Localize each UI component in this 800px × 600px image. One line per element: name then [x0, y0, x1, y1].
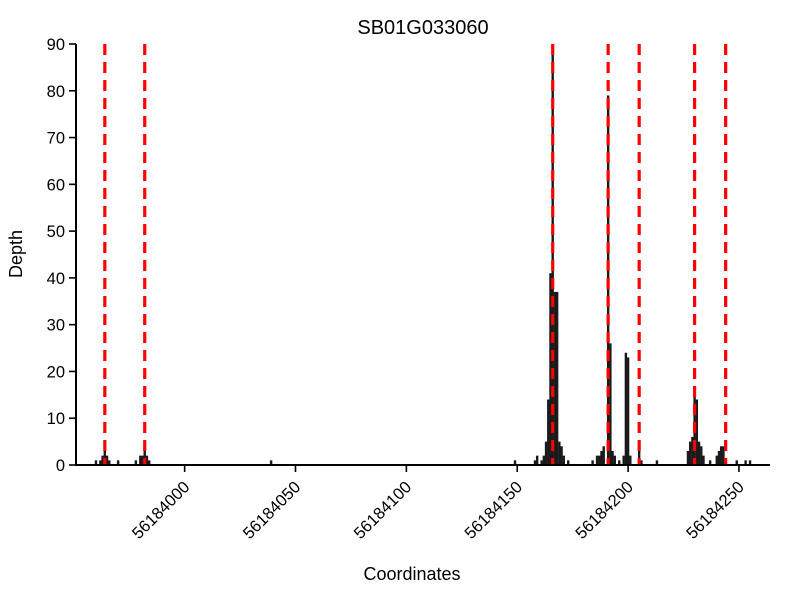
depth-bar [269, 460, 273, 465]
depth-bar [147, 460, 151, 465]
y-tick-label: 50 [47, 223, 65, 241]
y-tick-label: 60 [47, 176, 65, 194]
depth-bar [720, 446, 723, 465]
depth-bar [744, 460, 747, 465]
depth-bar [116, 460, 120, 465]
depth-bar [598, 455, 601, 465]
depth-bar [613, 455, 616, 465]
depth-bar [555, 291, 559, 465]
depth-bar [567, 460, 570, 465]
marker-lines-layer [103, 44, 728, 464]
depth-bar [542, 455, 546, 465]
depth-bar [688, 441, 692, 465]
depth-bar [139, 455, 142, 465]
y-tick-label: 40 [47, 270, 65, 288]
x-tick-label: 56184250 [683, 478, 748, 543]
depth-bar [686, 450, 690, 465]
depth-bar [558, 441, 561, 465]
depth-bar [143, 450, 146, 465]
depth-bar [535, 455, 539, 465]
y-tick-label: 80 [47, 83, 65, 101]
depth-bar [624, 352, 628, 465]
axes-layer: 0 10 20 30 40 50 60 70 80 90 56184000 56184050 56184… [47, 36, 770, 543]
x-tick-label: 56184050 [240, 478, 305, 543]
depth-bar [622, 455, 625, 465]
depth-bar [702, 455, 705, 465]
depth-bar [697, 441, 701, 465]
y-tick-label: 0 [56, 457, 65, 475]
y-tick-label: 10 [47, 410, 65, 428]
depth-bar [141, 455, 144, 465]
bars-layer [94, 53, 752, 466]
depth-bar [595, 455, 599, 465]
depth-bar [618, 460, 621, 465]
x-axis-label: Coordinates [363, 564, 460, 584]
x-tick-label: 56184200 [572, 478, 637, 543]
depth-bar [626, 357, 630, 465]
y-tick-label: 30 [47, 317, 65, 335]
depth-bar [691, 436, 694, 465]
depth-bar [103, 446, 107, 465]
x-tick-label: 56184100 [351, 478, 416, 543]
depth-bar [591, 460, 594, 465]
depth-bar [105, 455, 109, 465]
y-tick-label: 20 [47, 363, 65, 381]
depth-bar [655, 460, 659, 465]
depth-bar [108, 460, 111, 465]
depth-bar [715, 455, 718, 465]
depth-bar [134, 460, 138, 465]
depth-bar [549, 273, 552, 465]
depth-bar [99, 460, 102, 465]
chart-title: SB01G033060 [357, 17, 488, 39]
depth-bar [544, 441, 548, 465]
depth-bar [637, 450, 641, 465]
depth-bar [145, 455, 149, 465]
depth-bar [547, 399, 550, 465]
depth-bar [717, 450, 721, 465]
y-tick-label: 90 [47, 36, 65, 54]
depth-bar [94, 460, 98, 465]
depth-bar [708, 460, 712, 465]
depth-bar [562, 455, 565, 465]
depth-bar [640, 460, 643, 465]
depth-bar [560, 446, 563, 465]
depth-bar [101, 455, 104, 465]
depth-bar [748, 460, 752, 465]
depth-bar [629, 455, 632, 465]
depth-bar [533, 460, 537, 465]
depth-bar [695, 399, 699, 465]
depth-bar [513, 460, 517, 465]
x-tick-label: 56184150 [461, 478, 526, 543]
depth-bar [600, 450, 603, 465]
depth-bar [722, 446, 725, 465]
depth-bar [700, 446, 703, 465]
depth-bar [553, 291, 557, 465]
depth-bar [611, 450, 614, 465]
y-axis-label: Depth [6, 230, 26, 278]
depth-bar [609, 343, 612, 465]
x-tick-label: 56184000 [129, 478, 194, 543]
y-tick-label: 70 [47, 130, 65, 148]
depth-bar [735, 460, 738, 465]
depth-bar [540, 460, 543, 465]
depth-bar [551, 53, 554, 466]
depth-bar [602, 446, 605, 465]
